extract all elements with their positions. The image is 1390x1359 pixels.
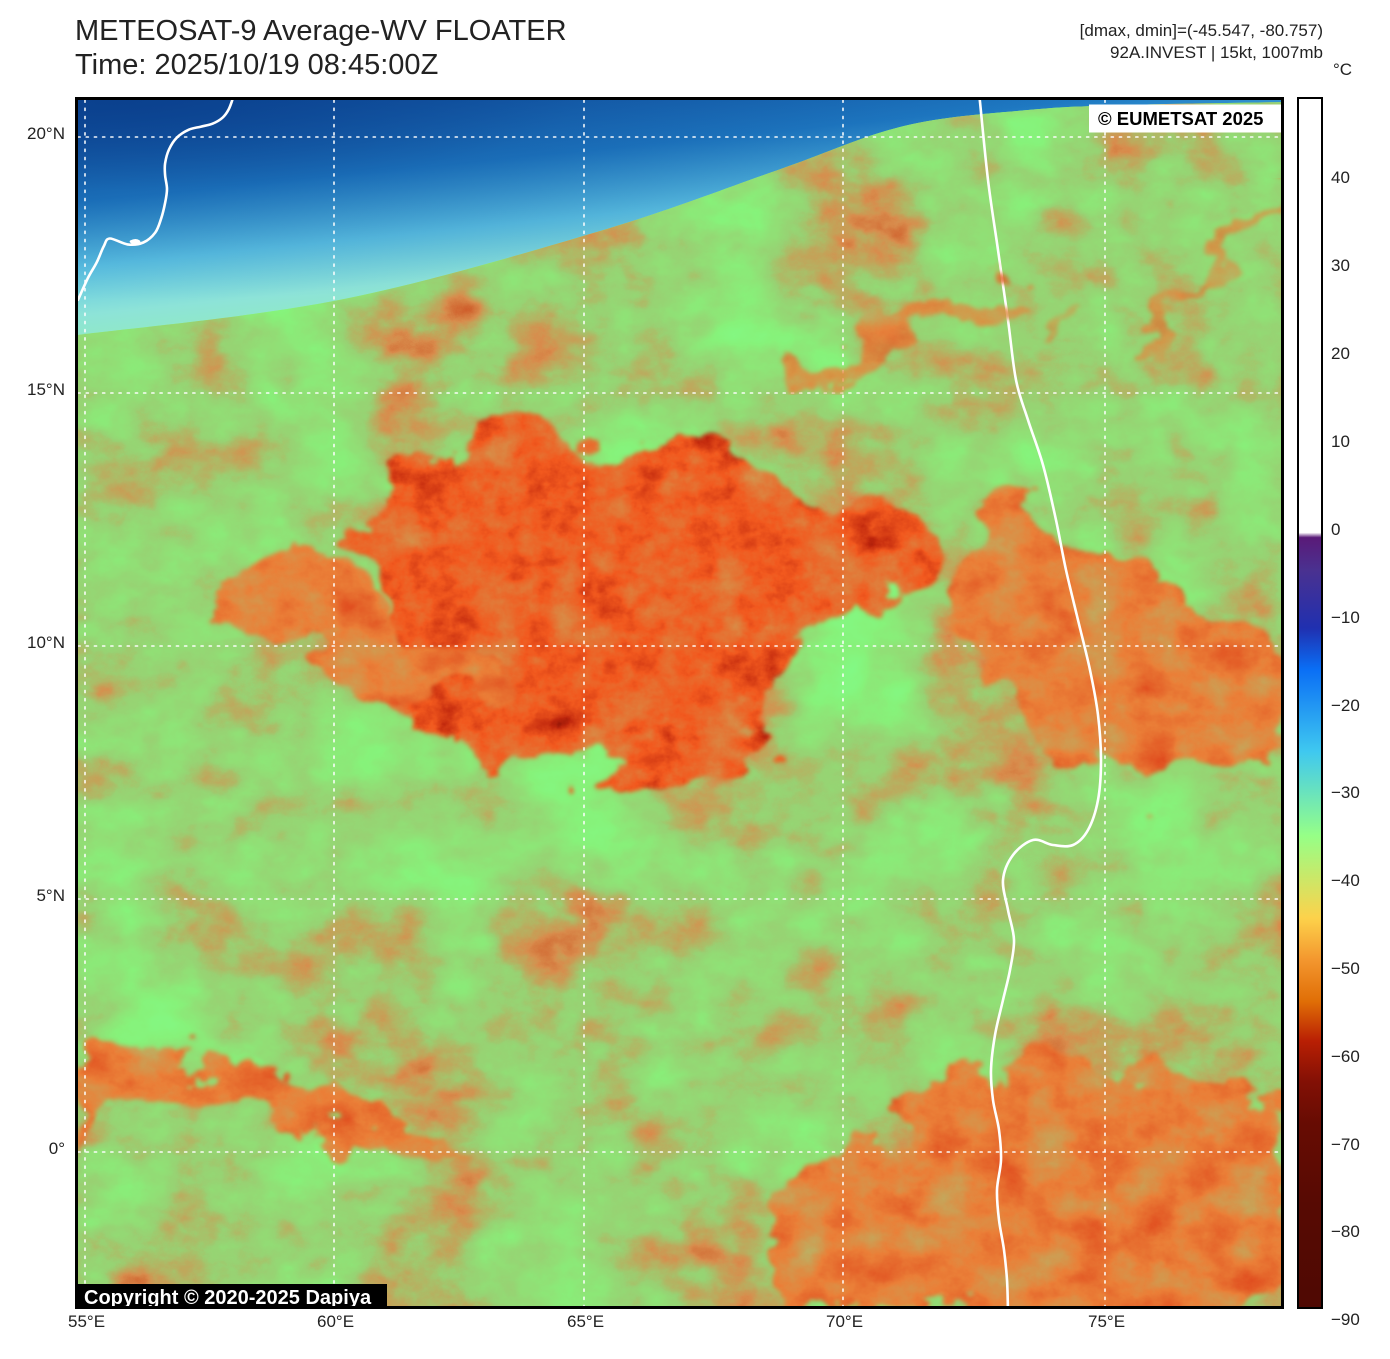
svg-text:Copyright © 2020-2025 Dapiya: Copyright © 2020-2025 Dapiya [84,1287,372,1309]
svg-text:© EUMETSAT 2025: © EUMETSAT 2025 [1098,108,1263,129]
